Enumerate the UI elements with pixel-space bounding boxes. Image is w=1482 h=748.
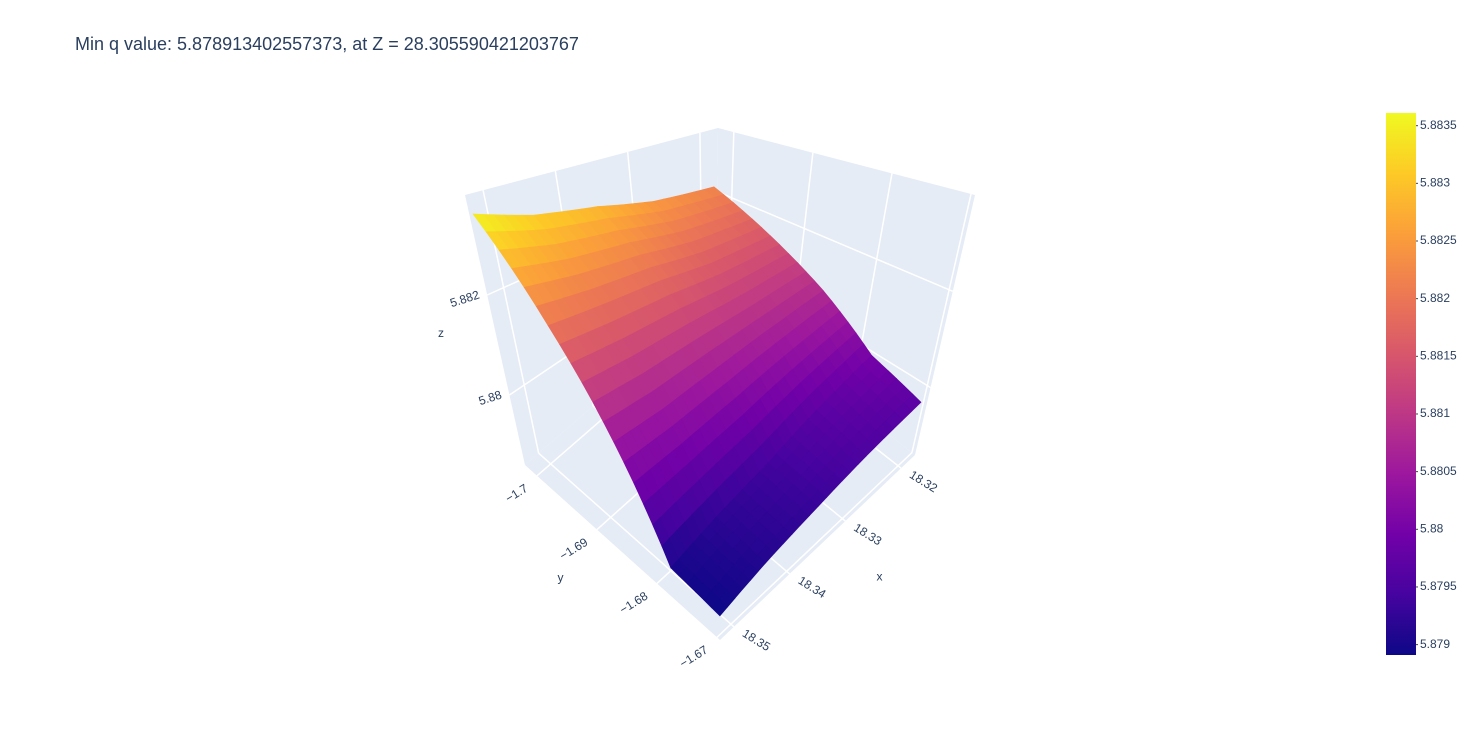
grid-line (716, 452, 913, 638)
x-tick-label: 18.32 (907, 468, 940, 496)
colorbar-tick-label: 5.88 (1420, 521, 1444, 535)
colorbar-tick-label: 5.882 (1420, 291, 1450, 305)
grid-line (716, 191, 954, 292)
grid-line (911, 193, 972, 453)
chart-title: Min q value: 5.878913402557373, at Z = 2… (75, 34, 579, 54)
x-tick-label: 18.35 (740, 626, 773, 654)
colorbar-tick-label: 5.8805 (1420, 464, 1457, 478)
x-tick-label: 18.33 (851, 520, 884, 548)
colorbar-tick-label: 5.8835 (1420, 118, 1457, 132)
y-axis-title: y (558, 571, 564, 585)
colorbar-tick-label: 5.8825 (1420, 233, 1457, 247)
colorbar-tick-label: 5.8795 (1420, 579, 1457, 593)
surface-patch (711, 598, 728, 617)
x-axis-title: x (877, 570, 883, 584)
x-tick-label: 18.34 (796, 573, 829, 601)
colorbar (1386, 113, 1416, 655)
y-tick-label: −1.68 (617, 589, 650, 617)
colorbar-tick-label: 5.8815 (1420, 348, 1457, 362)
colorbar-tick-label: 5.879 (1420, 637, 1450, 651)
z-tick-label: 5.882 (448, 287, 481, 310)
colorbar-tick-label: 5.881 (1420, 406, 1450, 420)
y-tick-label: −1.67 (677, 643, 710, 671)
z-axis-title: z (438, 326, 444, 340)
scene: 18.32 18.33 18.34 18.35 −1.7 −1.69 −1.68 −1.67 5… (438, 128, 975, 671)
y-tick-label: −1.7 (503, 481, 531, 506)
colorbar-tick-label: 5.883 (1420, 176, 1450, 190)
back-wall-x (716, 128, 975, 455)
z-tick-label: 5.88 (477, 387, 504, 408)
y-tick-label: −1.69 (557, 535, 590, 563)
